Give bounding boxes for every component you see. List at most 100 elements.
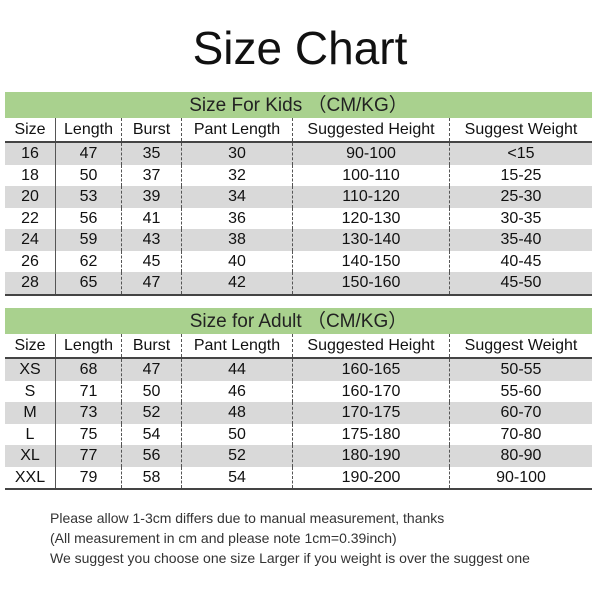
table-cell: 52: [182, 445, 293, 467]
table-cell: 50: [182, 423, 293, 445]
table-cell: 54: [122, 423, 182, 445]
table-row: L 75 54 50 175-180 70-80: [5, 423, 592, 445]
notes: Please allow 1-3cm differs due to manual…: [50, 508, 530, 568]
table-row: XS 68 47 44 160-165 50-55: [5, 359, 592, 381]
table-cell: 15-25: [500, 166, 542, 184]
table-cell: 40: [182, 250, 293, 272]
table-cell: 180-190: [293, 445, 450, 467]
table-cell: L: [5, 423, 56, 445]
table-cell: 20: [5, 186, 56, 208]
column-header: Size: [5, 118, 56, 141]
column-header: Suggested Height: [293, 118, 450, 141]
table-row: 20 53 39 34 110-120 25-30: [5, 186, 592, 208]
column-header: Suggest Weight: [464, 121, 578, 138]
note-line: We suggest you choose one size Larger if…: [50, 550, 530, 566]
column-header: Length: [56, 334, 122, 357]
table-cell: 59: [56, 229, 122, 251]
table-cell: 16: [5, 143, 56, 165]
column-header: Length: [56, 118, 122, 141]
table-cell: 110-120: [293, 186, 450, 208]
table-cell: 30: [182, 143, 293, 165]
table-cell: 130-140: [293, 229, 450, 251]
table-cell: 50-55: [500, 361, 542, 378]
table-row: S 71 50 46 160-170 55-60: [5, 380, 592, 402]
column-header: Burst: [122, 118, 182, 141]
table-cell: 43: [122, 229, 182, 251]
table-cell: 70-80: [500, 425, 542, 443]
table-cell: S: [5, 380, 56, 402]
table-cell: 35: [122, 143, 182, 165]
note-line: (All measurement in cm and please note 1…: [50, 530, 397, 546]
table-cell: 100-110: [293, 164, 450, 186]
table-cell: 73: [56, 402, 122, 424]
table-cell: 45-50: [500, 274, 542, 291]
table-cell: 36: [182, 207, 293, 229]
table-cell: 48: [182, 402, 293, 424]
column-header: Pant Length: [182, 334, 293, 357]
table-cell: 52: [122, 402, 182, 424]
adult-size-table: Size for Adult （CM/KG） Size Length Burst Pa…: [5, 308, 592, 490]
table-cell: 37: [122, 164, 182, 186]
table-cell: 77: [56, 445, 122, 467]
table-cell: 170-175: [293, 402, 450, 424]
table-cell: 54: [182, 466, 293, 488]
table-cell: 150-160: [293, 272, 450, 294]
table-cell: 34: [182, 186, 293, 208]
header-row: Size Length Burst Pant Length Suggested Heig…: [5, 334, 592, 359]
page-title: Size Chart: [192, 22, 408, 74]
table-cell: 190-200: [293, 466, 450, 488]
kids-table-heading: Size For Kids （CM/KG）: [5, 92, 592, 118]
table-cell: 71: [56, 380, 122, 402]
column-header: Size: [5, 334, 56, 357]
table-cell: 120-130: [293, 207, 450, 229]
table-cell: XXL: [5, 466, 56, 488]
table-cell: 140-150: [293, 250, 450, 272]
table-cell: 56: [56, 207, 122, 229]
column-header: Suggest Weight: [464, 337, 578, 354]
table-cell: 58: [122, 466, 182, 488]
table-row: XXL 79 58 54 190-200 90-100: [5, 466, 592, 490]
table-cell: 160-165: [293, 359, 450, 381]
table-cell: 41: [122, 207, 182, 229]
table-cell: 60-70: [500, 404, 542, 421]
header-row: Size Length Burst Pant Length Suggested Heig…: [5, 118, 592, 143]
table-cell: 18: [5, 164, 56, 186]
table-cell: 79: [56, 466, 122, 488]
table-cell: 39: [122, 186, 182, 208]
table-cell: XS: [5, 359, 56, 381]
table-cell: 35-40: [500, 231, 542, 248]
table-cell: 53: [56, 186, 122, 208]
table-cell: <15: [507, 145, 535, 162]
table-cell: 90-100: [293, 143, 450, 165]
table-cell: 42: [182, 272, 293, 294]
table-cell: 160-170: [293, 380, 450, 402]
table-row: 28 65 47 42 150-160 45-50: [5, 272, 592, 296]
table-cell: 30-35: [500, 209, 542, 227]
table-cell: 28: [5, 272, 56, 294]
table-cell: 47: [56, 143, 122, 165]
table-row: 16 47 35 30 90-100 <15: [5, 143, 592, 165]
kids-size-table: Size For Kids （CM/KG） Size Length Burst Pan…: [5, 92, 592, 296]
table-cell: 44: [182, 359, 293, 381]
table-row: 18 50 37 32 100-110 15-25: [5, 164, 592, 186]
table-row: 24 59 43 38 130-140 35-40: [5, 229, 592, 251]
table-row: XL 77 56 52 180-190 80-90: [5, 445, 592, 467]
table-row: 26 62 45 40 140-150 40-45: [5, 250, 592, 272]
table-cell: XL: [5, 445, 56, 467]
column-header: Suggested Height: [293, 334, 450, 357]
table-row: 22 56 41 36 120-130 30-35: [5, 207, 592, 229]
table-row: M 73 52 48 170-175 60-70: [5, 402, 592, 424]
table-cell: 38: [182, 229, 293, 251]
table-cell: 46: [182, 380, 293, 402]
column-header: Pant Length: [182, 118, 293, 141]
table-cell: 24: [5, 229, 56, 251]
table-cell: 47: [122, 359, 182, 381]
note-line: Please allow 1-3cm differs due to manual…: [50, 510, 445, 526]
table-cell: 56: [122, 445, 182, 467]
table-cell: 62: [56, 250, 122, 272]
adult-table-heading: Size for Adult （CM/KG）: [5, 308, 592, 334]
table-cell: 175-180: [293, 423, 450, 445]
table-cell: M: [5, 402, 56, 424]
table-cell: 65: [56, 272, 122, 294]
table-cell: 26: [5, 250, 56, 272]
